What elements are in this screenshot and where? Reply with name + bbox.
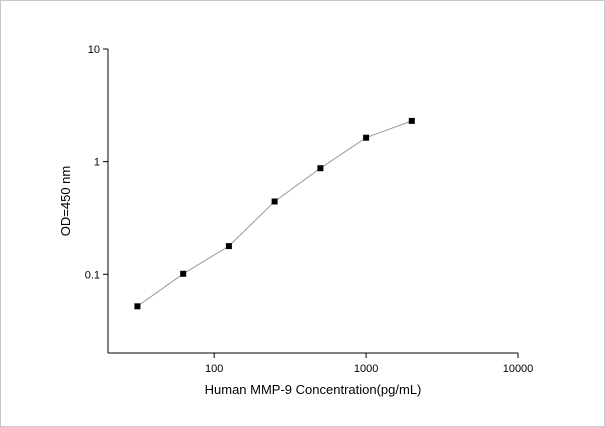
y-tick-label: 1: [94, 157, 100, 169]
data-point: [134, 303, 141, 310]
x-tick-label: 100: [205, 363, 223, 375]
x-ticks: 100 1000 10000: [205, 353, 533, 375]
x-axis-label: Human MMP-9 Concentration(pg/mL): [205, 382, 422, 397]
y-axis-label: OD=450 nm: [58, 166, 73, 236]
data-point: [180, 270, 187, 277]
y-ticks: 0.1 1 10: [85, 44, 108, 281]
data-point: [271, 198, 278, 205]
data-point: [408, 117, 415, 124]
x-tick-label: 10000: [503, 363, 534, 375]
y-tick-label: 0.1: [85, 269, 100, 281]
y-tick-label: 10: [88, 44, 100, 56]
data-series: [134, 117, 415, 310]
data-point: [363, 134, 370, 141]
data-point: [317, 165, 324, 172]
data-point: [225, 243, 232, 250]
axes: [107, 49, 518, 354]
series-line: [137, 120, 412, 307]
x-tick-label: 1000: [354, 363, 378, 375]
